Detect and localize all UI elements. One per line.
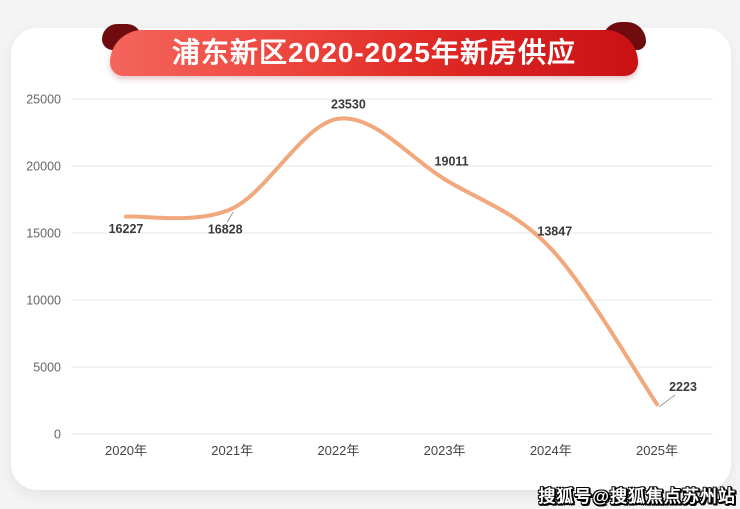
y-axis-tick: 0 <box>54 428 61 442</box>
supply-line-chart: 0 5000 10000 15000 20000 25000 2020年 2021年 2022年… <box>26 93 713 458</box>
chart-area: 0 5000 10000 15000 20000 25000 2020年 2021年 2022年… <box>11 28 729 490</box>
label-leader-line <box>658 394 676 408</box>
x-axis-tick: 2023年 <box>424 443 466 458</box>
supply-line <box>124 116 659 407</box>
y-axis-tick: 15000 <box>26 227 61 241</box>
data-label: 23530 <box>331 98 366 112</box>
label-leader-line <box>226 211 234 223</box>
data-label: 16227 <box>109 222 144 236</box>
x-axis-tick: 2024年 <box>530 443 572 458</box>
page-title: 浦东新区2020-2025年新房供应 <box>172 37 576 68</box>
x-axis-tick: 2021年 <box>211 443 253 458</box>
y-axis-tick: 5000 <box>33 361 61 375</box>
x-axis-tick: 2022年 <box>317 443 359 458</box>
y-axis-tick: 10000 <box>26 294 61 308</box>
chart-card: 0 5000 10000 15000 20000 25000 2020年 2021年 2022年… <box>11 28 731 490</box>
watermark: 搜狐号@搜狐焦点苏州站 <box>538 487 736 506</box>
data-label: 16828 <box>208 223 243 237</box>
data-label: 2223 <box>669 380 697 394</box>
ribbon-banner: 浦东新区2020-2025年新房供应 <box>100 22 648 80</box>
banner-bar: 浦东新区2020-2025年新房供应 <box>110 30 638 76</box>
y-axis-tick: 25000 <box>26 93 61 107</box>
data-label: 19011 <box>435 154 469 168</box>
data-label: 13847 <box>537 224 572 238</box>
x-axis-tick: 2025年 <box>636 443 678 458</box>
x-axis-tick: 2020年 <box>105 443 147 458</box>
y-axis-tick: 20000 <box>26 160 61 174</box>
